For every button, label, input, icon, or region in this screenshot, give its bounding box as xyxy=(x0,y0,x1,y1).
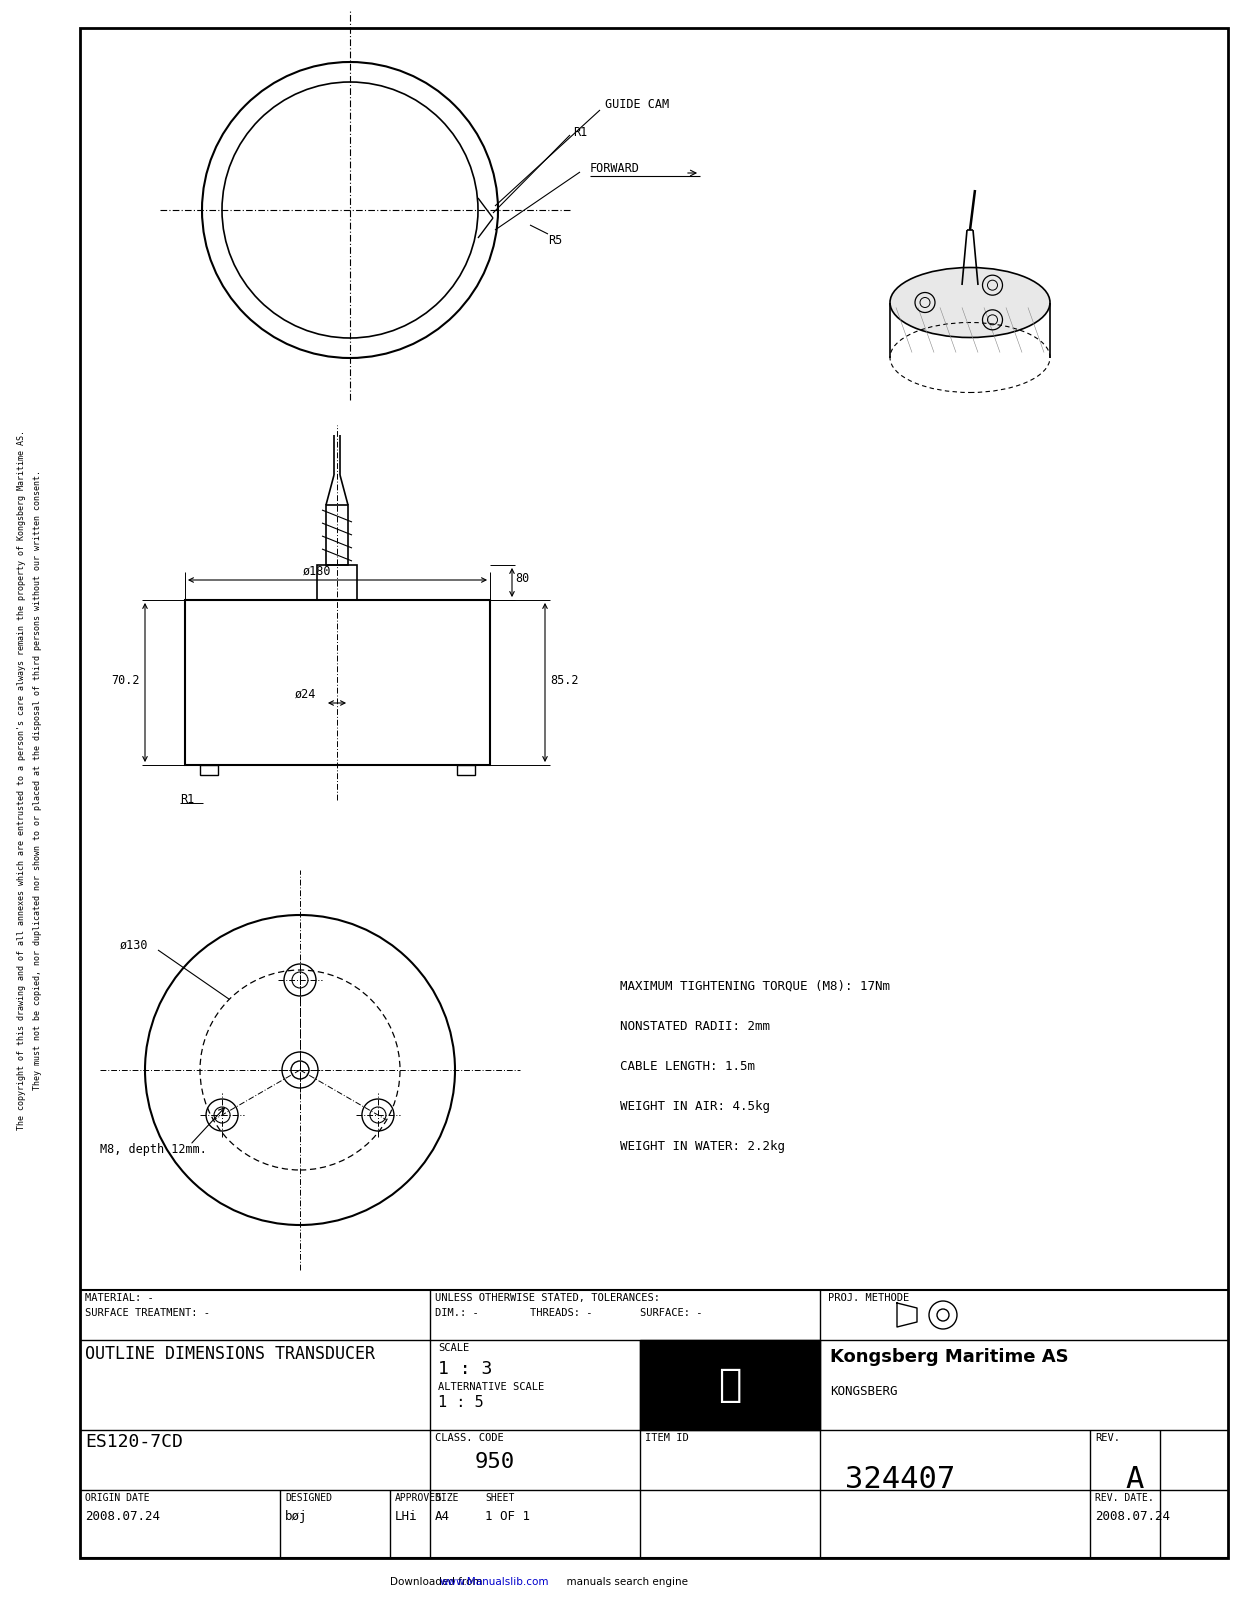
Ellipse shape xyxy=(889,267,1050,338)
Text: SCALE: SCALE xyxy=(438,1342,469,1354)
Text: KONGSBERG: KONGSBERG xyxy=(830,1386,898,1398)
Text: A: A xyxy=(1126,1466,1144,1494)
Bar xyxy=(327,506,348,565)
Text: 70.2: 70.2 xyxy=(111,675,140,688)
Text: 950: 950 xyxy=(475,1453,515,1472)
Text: 1 : 3: 1 : 3 xyxy=(438,1360,492,1378)
Text: NONSTATED RADII: 2mm: NONSTATED RADII: 2mm xyxy=(620,1021,769,1034)
Text: UNLESS OTHERWISE STATED, TOLERANCES:: UNLESS OTHERWISE STATED, TOLERANCES: xyxy=(435,1293,661,1302)
Bar xyxy=(200,765,218,774)
Bar xyxy=(186,600,490,765)
Text: OUTLINE DIMENSIONS TRANSDUCER: OUTLINE DIMENSIONS TRANSDUCER xyxy=(85,1346,375,1363)
Text: R1: R1 xyxy=(573,125,588,139)
Text: 2008.07.24: 2008.07.24 xyxy=(1095,1510,1170,1523)
Text: bøj: bøj xyxy=(285,1510,308,1523)
Text: 1 OF 1: 1 OF 1 xyxy=(485,1510,529,1523)
Text: Ⓚ: Ⓚ xyxy=(719,1366,742,1405)
Text: 1 : 5: 1 : 5 xyxy=(438,1395,484,1410)
Text: SURFACE TREATMENT: -: SURFACE TREATMENT: - xyxy=(85,1309,210,1318)
Text: ø130: ø130 xyxy=(120,939,148,952)
Text: Kongsberg Maritime AS: Kongsberg Maritime AS xyxy=(830,1347,1069,1366)
Bar xyxy=(317,565,357,600)
Text: 2008.07.24: 2008.07.24 xyxy=(85,1510,160,1523)
Text: REV. DATE.: REV. DATE. xyxy=(1095,1493,1154,1502)
Text: LHi: LHi xyxy=(395,1510,418,1523)
Text: ES120-7CD: ES120-7CD xyxy=(85,1434,183,1451)
Text: 85.2: 85.2 xyxy=(550,675,579,688)
Text: APPROVED: APPROVED xyxy=(395,1493,442,1502)
Text: 324407: 324407 xyxy=(845,1466,955,1494)
Text: PROJ. METHODE: PROJ. METHODE xyxy=(828,1293,909,1302)
Text: M8, depth 12mm.: M8, depth 12mm. xyxy=(100,1144,207,1157)
Text: WEIGHT IN AIR: 4.5kg: WEIGHT IN AIR: 4.5kg xyxy=(620,1101,769,1114)
Text: manuals search engine: manuals search engine xyxy=(560,1578,688,1587)
Text: WEIGHT IN WATER: 2.2kg: WEIGHT IN WATER: 2.2kg xyxy=(620,1139,785,1154)
Text: SURFACE: -: SURFACE: - xyxy=(640,1309,703,1318)
Text: A4: A4 xyxy=(435,1510,450,1523)
Text: REV.: REV. xyxy=(1095,1434,1119,1443)
Text: MATERIAL: -: MATERIAL: - xyxy=(85,1293,153,1302)
Text: DESIGNED: DESIGNED xyxy=(285,1493,332,1502)
Text: ITEM ID: ITEM ID xyxy=(644,1434,689,1443)
Text: R1: R1 xyxy=(181,794,194,806)
Text: ø24: ø24 xyxy=(294,688,317,701)
Text: 80: 80 xyxy=(515,571,529,584)
Text: ø180: ø180 xyxy=(303,565,332,578)
Text: CABLE LENGTH: 1.5m: CABLE LENGTH: 1.5m xyxy=(620,1059,755,1074)
Text: MAXIMUM TIGHTENING TORQUE (M8): 17Nm: MAXIMUM TIGHTENING TORQUE (M8): 17Nm xyxy=(620,979,889,994)
Text: SHEET: SHEET xyxy=(485,1493,515,1502)
Text: THREADS: -: THREADS: - xyxy=(529,1309,593,1318)
Text: FORWARD: FORWARD xyxy=(590,162,640,174)
Text: DIM.: -: DIM.: - xyxy=(435,1309,479,1318)
Text: The copyright of this drawing and of all annexes which are entrusted to a person: The copyright of this drawing and of all… xyxy=(17,430,26,1130)
Text: ORIGIN DATE: ORIGIN DATE xyxy=(85,1493,150,1502)
Bar xyxy=(456,765,475,774)
Polygon shape xyxy=(897,1302,917,1326)
Text: www.Manualslib.com: www.Manualslib.com xyxy=(440,1578,549,1587)
Text: ALTERNATIVE SCALE: ALTERNATIVE SCALE xyxy=(438,1382,544,1392)
Text: GUIDE CAM: GUIDE CAM xyxy=(605,99,669,112)
Text: CLASS. CODE: CLASS. CODE xyxy=(435,1434,503,1443)
Text: They must not be copied, nor duplicated nor shown to or placed at the disposal o: They must not be copied, nor duplicated … xyxy=(33,470,42,1090)
Text: Downloaded from: Downloaded from xyxy=(390,1578,486,1587)
Text: SIZE: SIZE xyxy=(435,1493,459,1502)
Text: R5: R5 xyxy=(548,234,563,246)
Bar xyxy=(640,1341,820,1430)
